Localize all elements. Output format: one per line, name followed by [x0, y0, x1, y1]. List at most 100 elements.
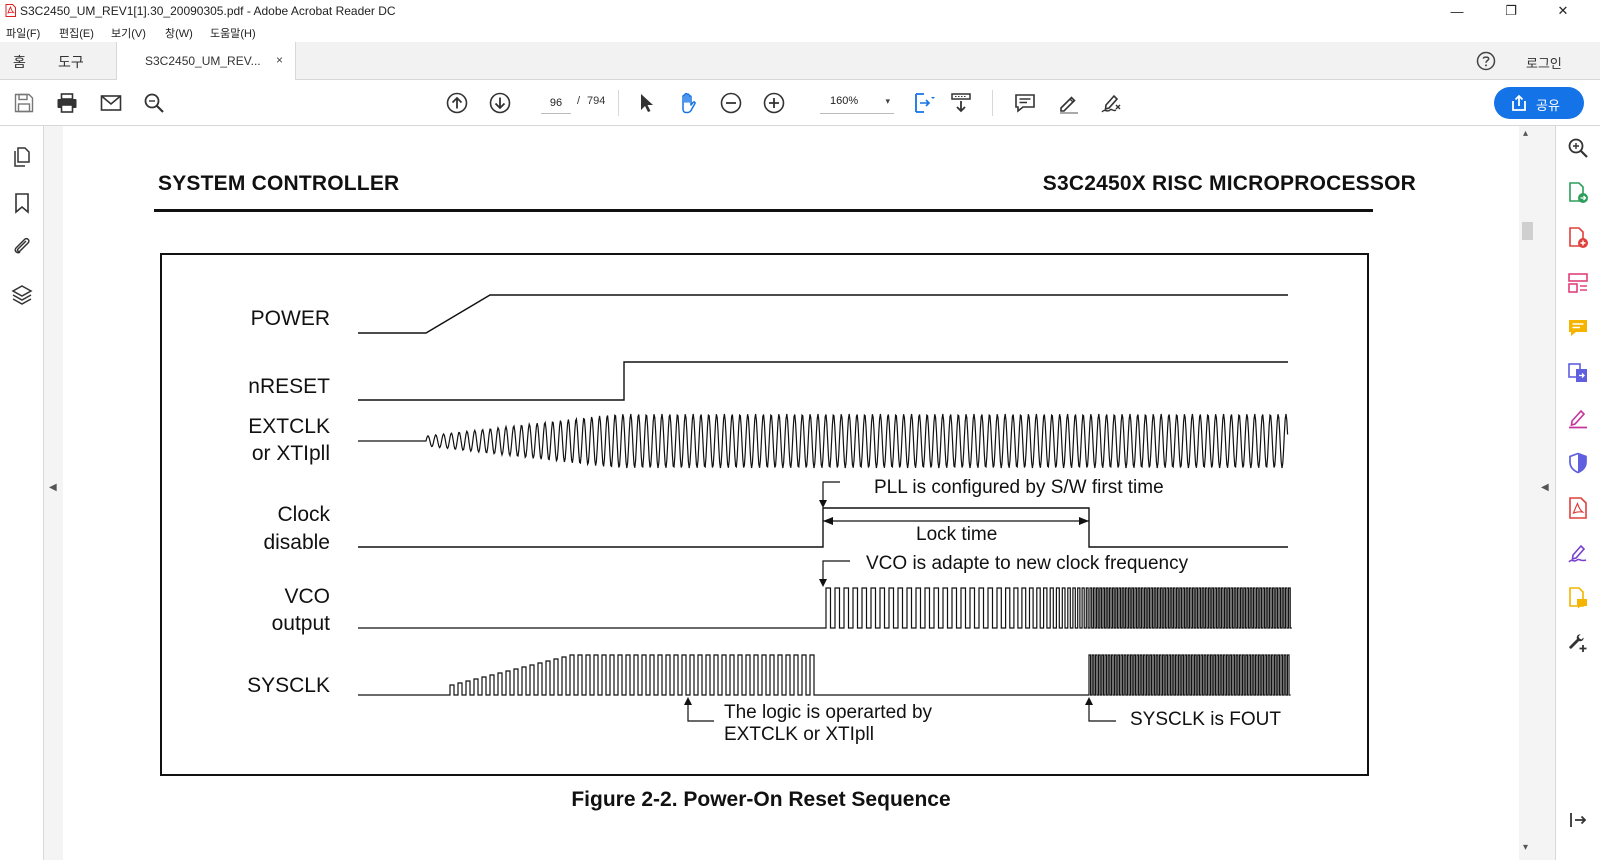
page-header-right: S3C2450X RISC MICROPROCESSOR [1042, 172, 1416, 195]
email-icon[interactable] [99, 91, 123, 115]
window-title: S3C2450_UM_REV1[1].30_20090305.pdf - Ado… [20, 4, 396, 18]
collapse-panel-icon[interactable] [1566, 808, 1590, 832]
edit-pdf-icon[interactable] [1566, 271, 1590, 295]
next-page-icon[interactable] [488, 91, 512, 115]
close-tab-button[interactable]: × [275, 53, 283, 67]
tab-bar: 홈 도구 S3C2450_UM_REV... × 로그인 [0, 42, 1600, 80]
annotation-logic-1: The logic is operarted by [724, 702, 933, 723]
send-comments-icon[interactable] [1566, 586, 1590, 610]
combine-files-icon[interactable] [1566, 361, 1590, 385]
left-panel-toggle[interactable]: ◀ [44, 126, 63, 860]
sign-icon[interactable] [1099, 91, 1123, 115]
clock-disable-waveform [358, 507, 1288, 548]
left-sidebar [0, 126, 44, 860]
scroll-up-icon[interactable]: ▴ [1523, 128, 1529, 139]
lock-time-arrow-right [1079, 517, 1089, 525]
page-thumbnails-icon[interactable] [10, 145, 34, 169]
signal-label-sysclk: SYSCLK [247, 674, 330, 697]
tab-document[interactable]: S3C2450_UM_REV... × [116, 42, 296, 80]
request-signature-icon[interactable] [1566, 541, 1590, 565]
print-icon[interactable] [55, 91, 79, 115]
signal-label-clock: Clock [277, 503, 330, 526]
fit-page-icon[interactable] [912, 91, 936, 115]
sysclk-waveform [358, 654, 1291, 696]
page-header-left: SYSTEM CONTROLLER [158, 172, 400, 195]
zoom-level-dropdown[interactable]: 160% ▾ [820, 92, 894, 114]
menu-file[interactable]: 파일(F) [6, 28, 41, 40]
protect-shield-icon[interactable] [1566, 451, 1590, 475]
fill-sign-icon[interactable] [1566, 406, 1590, 430]
nreset-waveform [358, 361, 1288, 401]
share-icon [1512, 94, 1526, 111]
title-bar: S3C2450_UM_REV1[1].30_20090305.pdf - Ado… [0, 0, 1600, 22]
extclk-waveform [358, 413, 1289, 469]
previous-page-icon[interactable] [445, 91, 469, 115]
chevron-left-icon: ◀ [1541, 482, 1549, 493]
create-pdf-icon[interactable] [1566, 226, 1590, 250]
annotation-vco-adapt: VCO is adapte to new clock frequency [866, 553, 1189, 574]
close-window-button[interactable]: ✕ [1557, 3, 1569, 18]
vco-waveform [358, 587, 1292, 629]
more-tools-icon[interactable] [1566, 631, 1590, 655]
search-icon[interactable] [142, 91, 166, 115]
tab-tools[interactable]: 도구 [58, 54, 84, 70]
menu-help[interactable]: 도움말(H) [210, 28, 256, 40]
comment-icon[interactable] [1013, 91, 1037, 115]
zoom-search-icon[interactable] [1566, 136, 1590, 160]
attachment-icon[interactable] [10, 235, 34, 259]
scroll-down-icon[interactable]: ▾ [1523, 842, 1529, 853]
fout-marker-arrow [1085, 697, 1093, 705]
select-cursor-icon[interactable] [634, 91, 658, 115]
lock-time-arrow-left [823, 517, 833, 525]
minimize-button[interactable]: — [1450, 3, 1464, 19]
toolbar-divider [992, 90, 993, 116]
right-panel-toggle[interactable]: ◀ [1536, 126, 1555, 860]
menu-edit[interactable]: 편집(E) [59, 28, 94, 40]
annotation-logic-2: EXTCLK or XTIpll [724, 724, 874, 745]
scroll-mode-icon[interactable] [949, 91, 973, 115]
signal-label-xtipll: or XTIpll [252, 442, 330, 465]
login-link[interactable]: 로그인 [1526, 56, 1562, 71]
vertical-scrollbar[interactable]: ▴ ▾ [1519, 126, 1536, 860]
highlight-pen-icon[interactable] [1056, 91, 1080, 115]
toolbar-divider [618, 90, 619, 116]
annotation-sysclk-fout: SYSCLK is FOUT [1130, 709, 1281, 730]
logic-marker-arrow [684, 697, 692, 705]
share-button[interactable]: 공유 [1494, 87, 1584, 119]
menu-view[interactable]: 보기(V) [111, 28, 146, 40]
page-total: 794 [587, 95, 606, 107]
restore-button[interactable]: ❐ [1505, 3, 1517, 18]
menu-bar: 파일(F) 편집(E) 보기(V) 창(W) 도움말(H) [0, 22, 1600, 42]
figure-caption: Figure 2-2. Power-On Reset Sequence [571, 788, 951, 811]
save-icon[interactable] [12, 91, 36, 115]
signal-label-disable: disable [263, 531, 330, 554]
vco-marker-arrow [819, 579, 827, 587]
share-label: 공유 [1536, 98, 1560, 113]
help-icon[interactable] [1476, 51, 1496, 71]
document-viewport[interactable]: SYSTEM CONTROLLER S3C2450X RISC MICROPRO… [63, 126, 1519, 860]
signal-label-power: POWER [251, 307, 330, 330]
scroll-thumb[interactable] [1522, 222, 1533, 240]
bookmark-icon[interactable] [10, 191, 34, 215]
tab-home[interactable]: 홈 [13, 54, 26, 70]
zoom-in-icon[interactable] [762, 91, 786, 115]
timing-diagram: POWER nRESET EXTCLK or XTIpll Clock disa… [160, 253, 1369, 776]
hand-tool-icon[interactable] [676, 91, 700, 115]
tab-document-label: S3C2450_UM_REV... [145, 54, 261, 68]
zoom-out-icon[interactable] [719, 91, 743, 115]
comment-tool-icon[interactable] [1566, 316, 1590, 340]
menu-window[interactable]: 창(W) [165, 28, 193, 40]
chevron-down-icon: ▾ [885, 96, 890, 106]
logic-marker-line [687, 700, 714, 722]
page-number-input[interactable] [541, 92, 571, 114]
power-waveform [358, 294, 1288, 334]
annotation-pll-configured: PLL is configured by S/W first time [874, 477, 1164, 498]
vco-marker-line [822, 560, 850, 579]
pdf-file-icon [5, 4, 16, 17]
signal-label-extclk: EXTCLK [248, 415, 330, 438]
pll-marker-line [822, 481, 840, 500]
layers-icon[interactable] [10, 283, 34, 307]
chevron-left-icon: ◀ [49, 482, 57, 493]
acrobat-pdf-icon[interactable] [1566, 496, 1590, 520]
export-pdf-icon[interactable] [1566, 181, 1590, 205]
